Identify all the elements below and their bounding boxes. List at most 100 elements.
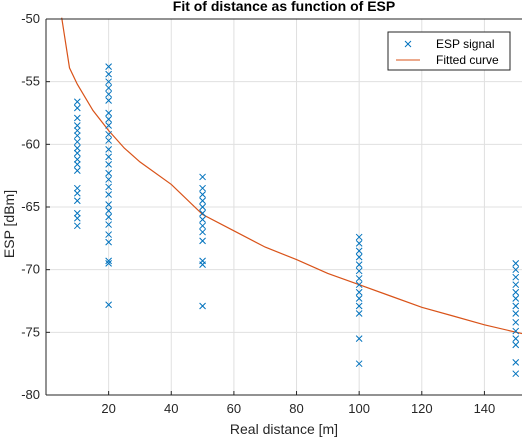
esp-signal-point bbox=[512, 318, 520, 326]
marker-stroke bbox=[355, 302, 363, 310]
esp-signal-point bbox=[73, 167, 81, 175]
esp-signal-point bbox=[512, 370, 520, 378]
marker-stroke bbox=[105, 191, 112, 198]
x-tick-label: 80 bbox=[289, 401, 303, 416]
esp-signal-point bbox=[355, 302, 363, 310]
marker-stroke bbox=[105, 78, 112, 86]
legend-x-marker bbox=[404, 40, 412, 48]
marker-stroke bbox=[105, 109, 112, 117]
marker-stroke bbox=[105, 201, 112, 208]
esp-signal-point bbox=[512, 302, 520, 310]
marker-stroke bbox=[73, 197, 81, 205]
legend-box bbox=[387, 31, 511, 71]
x-tick-label: 120 bbox=[411, 401, 433, 416]
esp-signal-point bbox=[199, 222, 206, 230]
esp-signal-point bbox=[355, 253, 363, 261]
marker-stroke bbox=[199, 261, 206, 269]
marker-stroke bbox=[199, 237, 206, 245]
marker-stroke bbox=[105, 70, 112, 78]
marker-stroke bbox=[73, 156, 81, 163]
esp-signal-point bbox=[355, 288, 363, 296]
esp-signal-point bbox=[105, 109, 112, 117]
esp-signal-point bbox=[105, 257, 112, 265]
esp-signal-point bbox=[199, 261, 206, 269]
plot-area bbox=[61, 17, 522, 378]
esp-signal-point bbox=[512, 295, 520, 302]
marker-stroke bbox=[73, 104, 81, 112]
esp-signal-point bbox=[512, 266, 520, 274]
marker-stroke bbox=[355, 335, 363, 342]
marker-stroke bbox=[512, 310, 520, 317]
esp-signal-point bbox=[355, 247, 363, 255]
esp-signal-point bbox=[105, 238, 112, 246]
esp-signal-point bbox=[73, 144, 81, 152]
esp-signal-point bbox=[105, 90, 112, 98]
esp-signal-point bbox=[73, 222, 81, 230]
marker-stroke bbox=[73, 189, 81, 197]
legend-label-esp-signal: ESP signal bbox=[436, 37, 494, 51]
esp-signal-point bbox=[105, 115, 112, 123]
legend: ESP signal Fitted curve bbox=[387, 31, 511, 71]
marker-stroke bbox=[199, 203, 206, 211]
marker-stroke bbox=[73, 132, 81, 139]
marker-stroke bbox=[105, 221, 112, 228]
esp-signal-point bbox=[199, 237, 206, 245]
esp-signal-point bbox=[105, 213, 112, 221]
marker-stroke bbox=[105, 301, 112, 309]
marker-stroke bbox=[73, 127, 81, 134]
marker-stroke bbox=[355, 247, 363, 255]
marker-stroke bbox=[73, 167, 81, 175]
esp-signal-point bbox=[355, 360, 363, 368]
marker-stroke bbox=[73, 184, 81, 192]
esp-signal-point bbox=[105, 137, 112, 144]
marker-stroke bbox=[105, 161, 112, 168]
esp-signal-point bbox=[105, 78, 112, 86]
marker-stroke bbox=[355, 295, 363, 302]
esp-signal-point bbox=[105, 122, 112, 129]
esp-signal-point bbox=[73, 149, 81, 157]
esp-signal-point bbox=[105, 84, 112, 92]
esp-signal-point bbox=[105, 176, 112, 183]
marker-stroke bbox=[105, 130, 112, 138]
marker-stroke bbox=[199, 191, 206, 198]
marker-stroke bbox=[512, 359, 520, 366]
esp-signal-point bbox=[512, 341, 520, 349]
esp-signal-point bbox=[105, 183, 112, 191]
esp-signal-point bbox=[199, 173, 206, 181]
esp-signal-point bbox=[199, 302, 206, 310]
esp-signal-point bbox=[355, 267, 363, 275]
marker-stroke bbox=[105, 63, 112, 70]
esp-signal-point bbox=[73, 127, 81, 134]
legend-label-fitted-curve: Fitted curve bbox=[436, 53, 499, 67]
marker-stroke bbox=[512, 370, 520, 378]
y-tick-label: -80 bbox=[21, 387, 40, 402]
esp-signal-point bbox=[105, 161, 112, 168]
esp-signal-point bbox=[105, 145, 112, 153]
esp-signal-point bbox=[199, 184, 206, 192]
marker-stroke bbox=[73, 138, 81, 146]
esp-signal-point bbox=[73, 104, 81, 112]
axes: 20 40 60 80 100 120 140 -80 -75 -70 -65 -60 -55 -50 bbox=[21, 11, 522, 416]
y-tick-label: -65 bbox=[21, 199, 40, 214]
esp-signal-point bbox=[355, 239, 363, 247]
marker-stroke bbox=[355, 310, 363, 317]
marker-stroke bbox=[199, 209, 206, 217]
legend-marker-esp-signal bbox=[404, 40, 412, 48]
marker-stroke bbox=[512, 335, 520, 342]
marker-stroke bbox=[355, 239, 363, 247]
marker-stroke bbox=[355, 360, 363, 368]
esp-signal-point bbox=[73, 132, 81, 139]
y-tick-label: -60 bbox=[21, 136, 40, 151]
esp-signal-point bbox=[355, 275, 363, 282]
marker-stroke bbox=[512, 281, 520, 289]
esp-signal-point bbox=[512, 260, 520, 267]
marker-stroke bbox=[105, 176, 112, 183]
esp-signal-point bbox=[355, 261, 363, 269]
esp-signal-point bbox=[73, 98, 81, 106]
esp-signal-point bbox=[512, 273, 520, 281]
marker-stroke bbox=[105, 213, 112, 221]
esp-signal-point bbox=[105, 70, 112, 78]
marker-stroke bbox=[512, 266, 520, 274]
marker-stroke bbox=[199, 222, 206, 230]
